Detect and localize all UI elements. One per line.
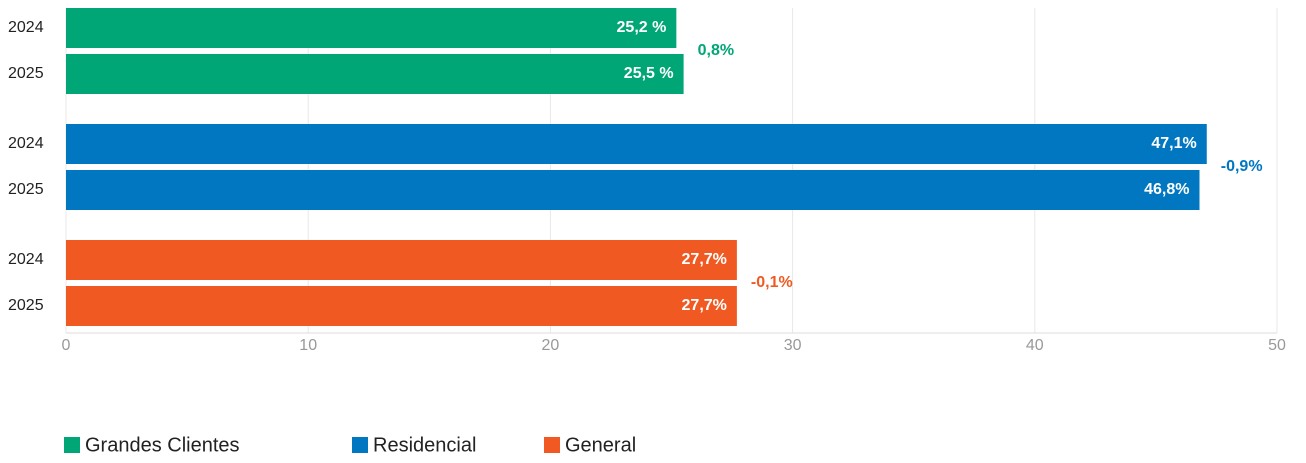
data-label: 25,2 %	[617, 19, 667, 36]
data-label: 27,7%	[682, 297, 727, 314]
data-label: 27,7%	[682, 251, 727, 268]
legend-swatch	[352, 437, 368, 453]
legend-label: Residencial	[373, 434, 476, 456]
x-tick-label: 40	[1026, 337, 1044, 354]
legend-swatch	[544, 437, 560, 453]
y-tick-label: 2024	[8, 135, 44, 152]
x-tick-label: 30	[784, 337, 802, 354]
y-tick-label: 2025	[8, 65, 44, 82]
bar	[66, 54, 684, 94]
legend-label: General	[565, 434, 636, 456]
x-tick-label: 50	[1268, 337, 1286, 354]
legend-label: Grandes Clientes	[85, 434, 240, 456]
y-tick-label: 2025	[8, 181, 44, 198]
y-tick-label: 2024	[8, 251, 44, 268]
y-tick-label: 2025	[8, 297, 44, 314]
change-label: -0,9%	[1221, 158, 1263, 175]
y-tick-label: 2024	[8, 19, 44, 36]
data-label: 47,1%	[1151, 135, 1196, 152]
bar	[66, 240, 737, 280]
legend-swatch	[64, 437, 80, 453]
change-label: -0,1%	[751, 274, 793, 291]
data-label: 46,8%	[1144, 181, 1189, 198]
bar	[66, 124, 1207, 164]
bar	[66, 170, 1200, 210]
bar	[66, 8, 677, 48]
bar	[66, 286, 737, 326]
change-label: 0,8%	[698, 42, 734, 59]
x-tick-label: 20	[542, 337, 560, 354]
x-tick-label: 0	[62, 337, 71, 354]
x-tick-label: 10	[299, 337, 317, 354]
data-label: 25,5 %	[624, 65, 674, 82]
